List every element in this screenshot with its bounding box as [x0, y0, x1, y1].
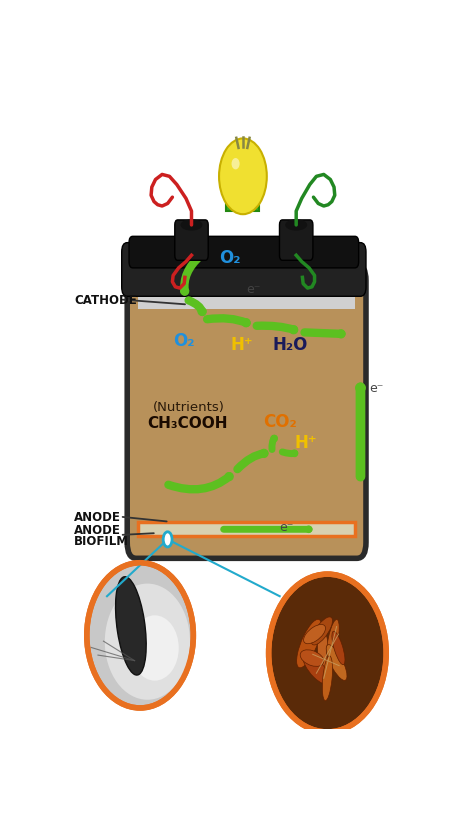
- Ellipse shape: [300, 650, 324, 667]
- Text: H⁺: H⁺: [230, 335, 253, 353]
- FancyBboxPatch shape: [129, 237, 359, 269]
- Bar: [138, 279, 355, 310]
- Ellipse shape: [311, 618, 332, 645]
- Text: H⁺: H⁺: [294, 433, 317, 451]
- Ellipse shape: [297, 619, 321, 668]
- FancyBboxPatch shape: [122, 243, 366, 297]
- Ellipse shape: [332, 631, 345, 665]
- Ellipse shape: [219, 139, 267, 215]
- Ellipse shape: [303, 654, 330, 685]
- Text: CH₃COOH: CH₃COOH: [147, 415, 228, 431]
- Text: e⁻: e⁻: [246, 283, 261, 295]
- Ellipse shape: [269, 574, 386, 732]
- Text: O₂: O₂: [219, 248, 240, 266]
- Text: e⁻: e⁻: [370, 382, 384, 395]
- Ellipse shape: [303, 625, 326, 644]
- FancyBboxPatch shape: [280, 220, 313, 261]
- Ellipse shape: [87, 563, 193, 708]
- Text: ANODE: ANODE: [74, 524, 121, 536]
- Circle shape: [163, 532, 172, 547]
- Ellipse shape: [327, 620, 339, 662]
- Text: (Nutrients): (Nutrients): [153, 400, 225, 414]
- Ellipse shape: [131, 616, 179, 681]
- Text: e⁻: e⁻: [280, 521, 294, 534]
- Text: CO₂: CO₂: [263, 412, 297, 430]
- Bar: [227, 193, 259, 212]
- Text: H₂O: H₂O: [272, 335, 308, 353]
- FancyBboxPatch shape: [175, 220, 208, 261]
- Ellipse shape: [231, 159, 240, 170]
- FancyBboxPatch shape: [138, 523, 355, 536]
- Ellipse shape: [317, 627, 330, 682]
- Ellipse shape: [105, 584, 190, 700]
- Text: BIOFILM: BIOFILM: [74, 535, 129, 547]
- Text: O₂: O₂: [173, 332, 195, 350]
- Ellipse shape: [326, 645, 347, 681]
- Ellipse shape: [181, 220, 202, 231]
- Ellipse shape: [116, 577, 146, 675]
- FancyBboxPatch shape: [127, 265, 366, 559]
- Text: CATHODE: CATHODE: [74, 293, 137, 306]
- Text: ANODE: ANODE: [74, 510, 121, 523]
- Ellipse shape: [322, 656, 332, 701]
- Ellipse shape: [285, 220, 307, 231]
